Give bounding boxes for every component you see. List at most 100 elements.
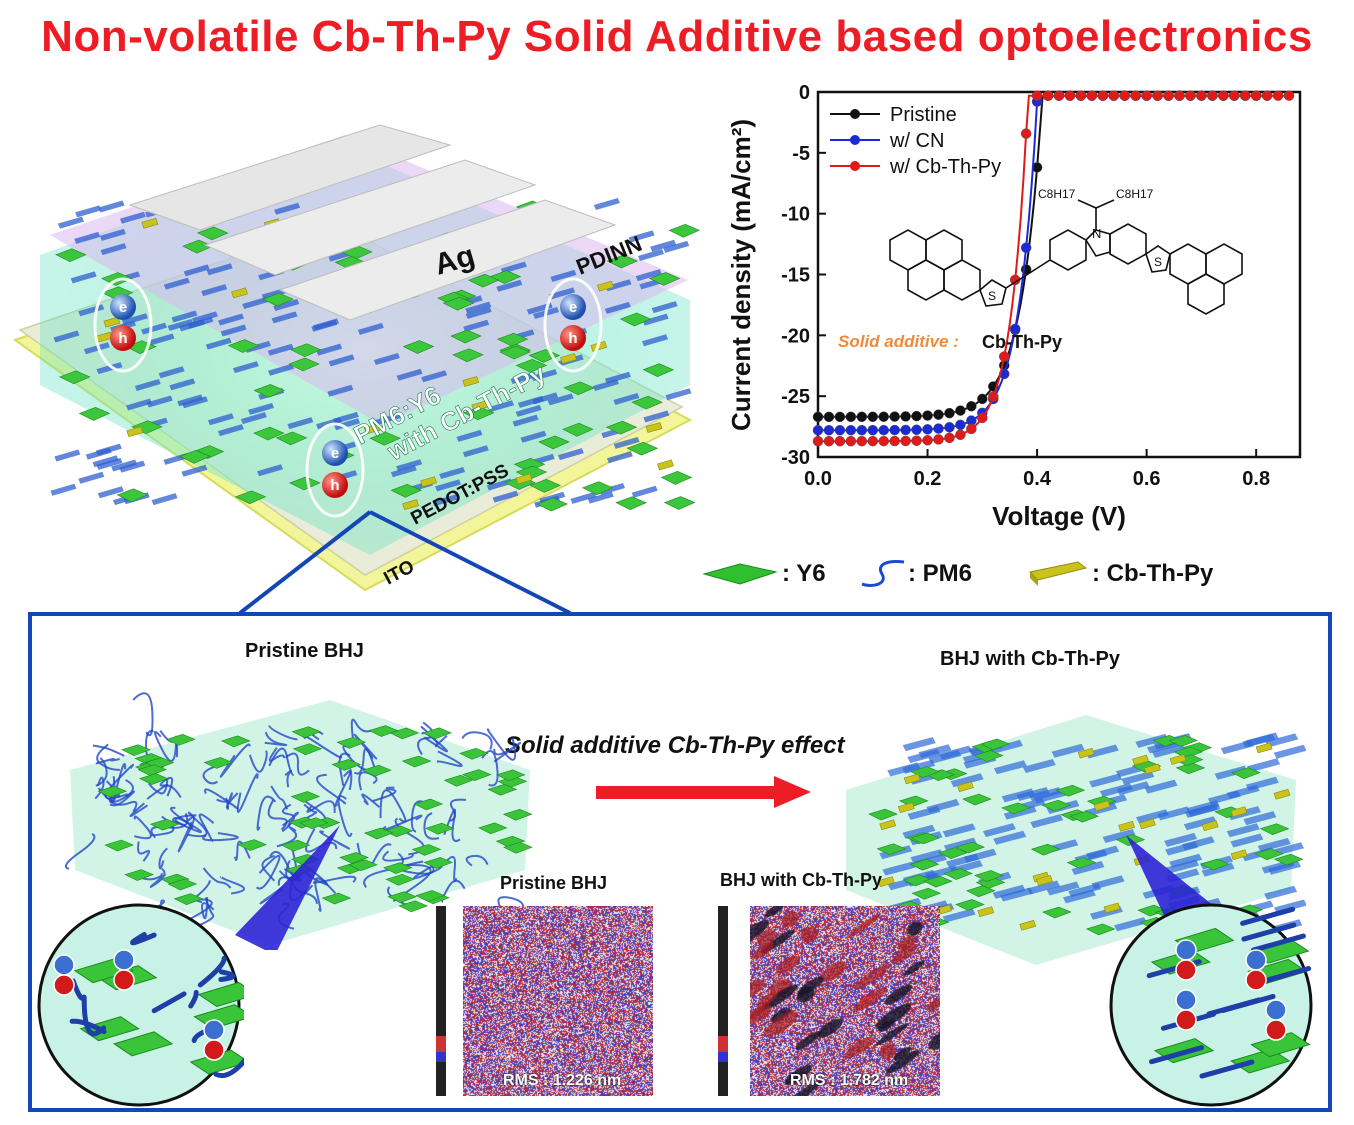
data-point (1196, 90, 1207, 101)
exciton-halo (305, 422, 365, 518)
legend-pm6: : PM6 (908, 560, 973, 587)
data-point (1097, 90, 1109, 101)
page-title: Non-volatile Cb-Th-Py Solid Additive bas… (41, 12, 1313, 61)
green-plate-icon (702, 563, 778, 585)
hole-icon: h (322, 472, 348, 498)
plot-frame (816, 90, 1302, 459)
data-point (966, 400, 977, 412)
data-point (922, 435, 933, 446)
data-point (1119, 90, 1130, 101)
data-point (856, 424, 868, 436)
yellow-plate-icon (1028, 561, 1088, 586)
data-point (812, 435, 824, 447)
data-point (812, 424, 824, 436)
jv-chart: 0.0 0.2 0.4 0.6 0.8 0 -5 -10 -15 -20 -25 -30 Pristi… (726, 82, 1302, 531)
data-point (922, 424, 933, 435)
data-point (944, 432, 955, 444)
molecule-caption-prefix: Solid additive : (838, 332, 959, 351)
data-point (944, 422, 955, 433)
data-point (878, 411, 889, 422)
x-tick-label: 0.6 (1133, 468, 1161, 490)
legend-marker (850, 161, 860, 171)
data-point (812, 411, 824, 423)
afm-cbthpy-rms: RMS : 1.782 nm (790, 1072, 909, 1089)
molecule-caption-name: Cb-Th-Py (982, 332, 1062, 352)
atom-n: N (1092, 226, 1101, 241)
data-point (911, 410, 922, 422)
cbthpy-zoom-circle (1109, 903, 1313, 1107)
data-point (1130, 90, 1141, 101)
y-axis-title: Current density (mA/cm²) (726, 119, 756, 431)
data-point (1152, 90, 1163, 101)
legend-y6: : Y6 (782, 560, 826, 587)
data-point (1053, 90, 1065, 101)
blue-curve-icon (861, 560, 905, 588)
electron-icon: e (110, 294, 136, 320)
y-tick-label: -10 (781, 204, 810, 226)
data-point (845, 411, 857, 423)
data-point (1229, 90, 1240, 101)
svg-text:e: e (569, 299, 577, 316)
data-point (1272, 90, 1284, 101)
data-point (867, 435, 879, 447)
pristine-bhj-title: Pristine BHJ (245, 640, 364, 662)
data-point (845, 424, 857, 436)
data-point (823, 411, 835, 423)
hole-icon: h (110, 325, 136, 351)
exciton-halo (93, 277, 153, 373)
molecule-structure: N S S C8H17 C8H17 (889, 187, 1243, 315)
data-point (944, 407, 955, 419)
data-point (1042, 90, 1054, 101)
afm-cbthpy-image: RMS : 1.782 nm (750, 906, 950, 1096)
data-point (900, 411, 911, 422)
exciton-halo (543, 277, 603, 373)
data-point (900, 424, 911, 436)
alkyl-chain-label: C8H17 (1116, 187, 1154, 201)
data-point (878, 435, 889, 447)
data-point (889, 424, 900, 436)
electron-icon: e (560, 294, 586, 320)
afm-pristine-image: RMS : 1.226 nm (463, 906, 663, 1096)
data-point (955, 405, 966, 416)
legend-label: w/ Cb-Th-Py (889, 156, 1001, 178)
bhj-comparison-panel (28, 612, 1332, 1112)
data-point (856, 411, 868, 423)
data-point (933, 434, 944, 445)
data-point (1064, 90, 1076, 101)
y-tick-label: -20 (781, 325, 810, 347)
data-point (1250, 90, 1262, 101)
afm-pristine-title: Pristine BHJ (500, 873, 608, 893)
data-point (933, 409, 944, 420)
data-point (1075, 90, 1087, 101)
data-point (1207, 90, 1218, 101)
svg-text:e: e (119, 299, 127, 316)
data-point (1086, 90, 1098, 101)
data-point (834, 424, 846, 436)
data-point (900, 435, 911, 447)
data-point (1185, 90, 1196, 101)
data-point (1261, 90, 1273, 101)
data-point (867, 424, 879, 436)
data-point (977, 412, 988, 424)
data-point (856, 435, 868, 447)
y-tick-label: 0 (799, 82, 810, 104)
data-point (1239, 90, 1251, 101)
data-point (911, 424, 922, 435)
legend-label: Pristine (890, 104, 957, 126)
svg-text:e: e (331, 445, 339, 462)
legend-cb-th-py: : Cb-Th-Py (1092, 560, 1214, 587)
data-point (955, 429, 966, 441)
data-point (998, 351, 1010, 362)
svg-text:h: h (118, 330, 127, 347)
data-point (867, 411, 879, 423)
data-point (1108, 90, 1120, 101)
afm-pristine-rms: RMS : 1.226 nm (503, 1072, 622, 1089)
chart-legend: Pristine w/ CN w/ Cb-Th-Py (830, 104, 1001, 178)
atom-s: S (1154, 255, 1162, 269)
x-axis-title: Voltage (V) (992, 501, 1126, 531)
data-point (1283, 90, 1295, 101)
axis-ticks: 0.0 0.2 0.4 0.6 0.8 0 -5 -10 -15 -20 -25 -30 (781, 82, 1270, 490)
hole-icon: h (560, 325, 586, 351)
effect-label: Solid additive Cb-Th-Py effect (505, 732, 845, 759)
svg-text:h: h (568, 330, 577, 347)
